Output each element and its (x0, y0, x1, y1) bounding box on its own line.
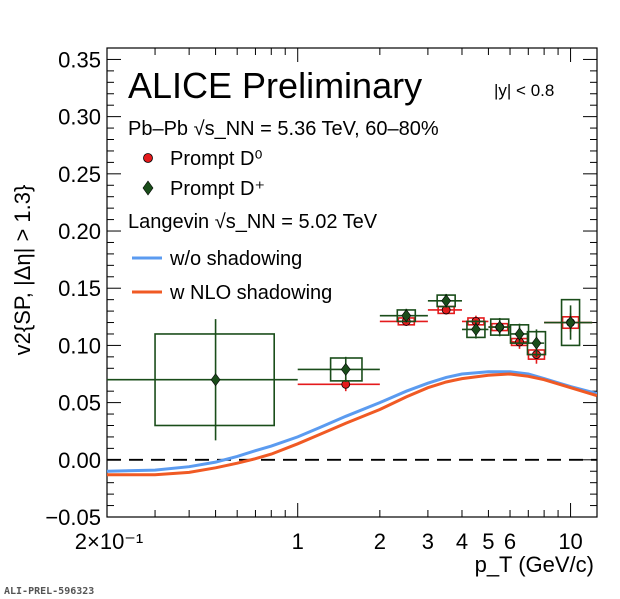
x-tick-label: 4 (456, 529, 468, 554)
model-curve-nlo (107, 372, 597, 477)
y-tick-label: 0.30 (58, 105, 101, 130)
x-tick-labels: 2×10⁻¹ 1 2 3 4 5 6 10 (75, 529, 583, 554)
y-tick-label: 0.35 (58, 47, 101, 72)
marker-dplus (401, 309, 412, 323)
model-curves (107, 370, 597, 477)
legend-label-dplus: Prompt D⁺ (170, 178, 265, 200)
marker-dplus (494, 320, 505, 334)
x-tick-label: 10 (558, 529, 582, 554)
x-tick-label: 5 (482, 529, 494, 554)
y-tick-labels: −0.05 0.00 0.05 0.10 0.15 0.20 0.25 0.30 0.35 (45, 47, 101, 530)
y-tick-label: 0.25 (58, 162, 101, 187)
plot-frame (106, 47, 598, 518)
legend-label-nlo: w NLO shadowing (169, 282, 332, 304)
y-tick-label: −0.05 (45, 505, 101, 530)
x-tick-label: 2×10⁻¹ (75, 529, 144, 554)
marker-dplus (565, 316, 576, 330)
marker-dplus (441, 294, 452, 308)
legend-label-d0: Prompt D⁰ (170, 148, 262, 170)
y-tick-label: 0.20 (58, 219, 101, 244)
x-tick-label: 6 (504, 529, 516, 554)
marker-dplus (210, 373, 221, 387)
x-tick-label: 1 (292, 529, 304, 554)
y-tick-label: 0.00 (58, 448, 101, 473)
footer-id: ALI-PREL-596323 (4, 586, 94, 597)
chart-title: ALICE Preliminary (128, 65, 422, 106)
marker-dplus (531, 336, 542, 350)
model-label: Langevin √s_NN = 5.02 TeV (128, 211, 378, 233)
model-curve-noshadow (107, 370, 597, 473)
legend-marker-dplus (142, 180, 154, 196)
x-axis-title: p_T (GeV/c) (475, 552, 594, 577)
marker-dplus (340, 362, 351, 376)
axis-ticks (106, 47, 597, 518)
y-tick-label: 0.15 (58, 276, 101, 301)
x-tick-label: 3 (422, 529, 434, 554)
legend-label-noshadow: w/o shadowing (169, 248, 302, 270)
data-points (107, 293, 593, 441)
marker-dplus (514, 327, 525, 341)
legend-marker-d0 (143, 153, 153, 163)
y-axis-title: v2{SP, |Δη| > 1.3} (10, 185, 35, 356)
rapidity-label: |y| < 0.8 (494, 81, 554, 100)
y-tick-label: 0.05 (58, 391, 101, 416)
y-tick-label: 0.10 (58, 333, 101, 358)
legend: Prompt D⁰ Prompt D⁺ Langevin √s_NN = 5.0… (128, 148, 378, 304)
x-tick-label: 2 (374, 529, 386, 554)
marker-dplus (471, 322, 481, 336)
system-label: Pb–Pb √s_NN = 5.36 TeV, 60–80% (128, 118, 439, 140)
